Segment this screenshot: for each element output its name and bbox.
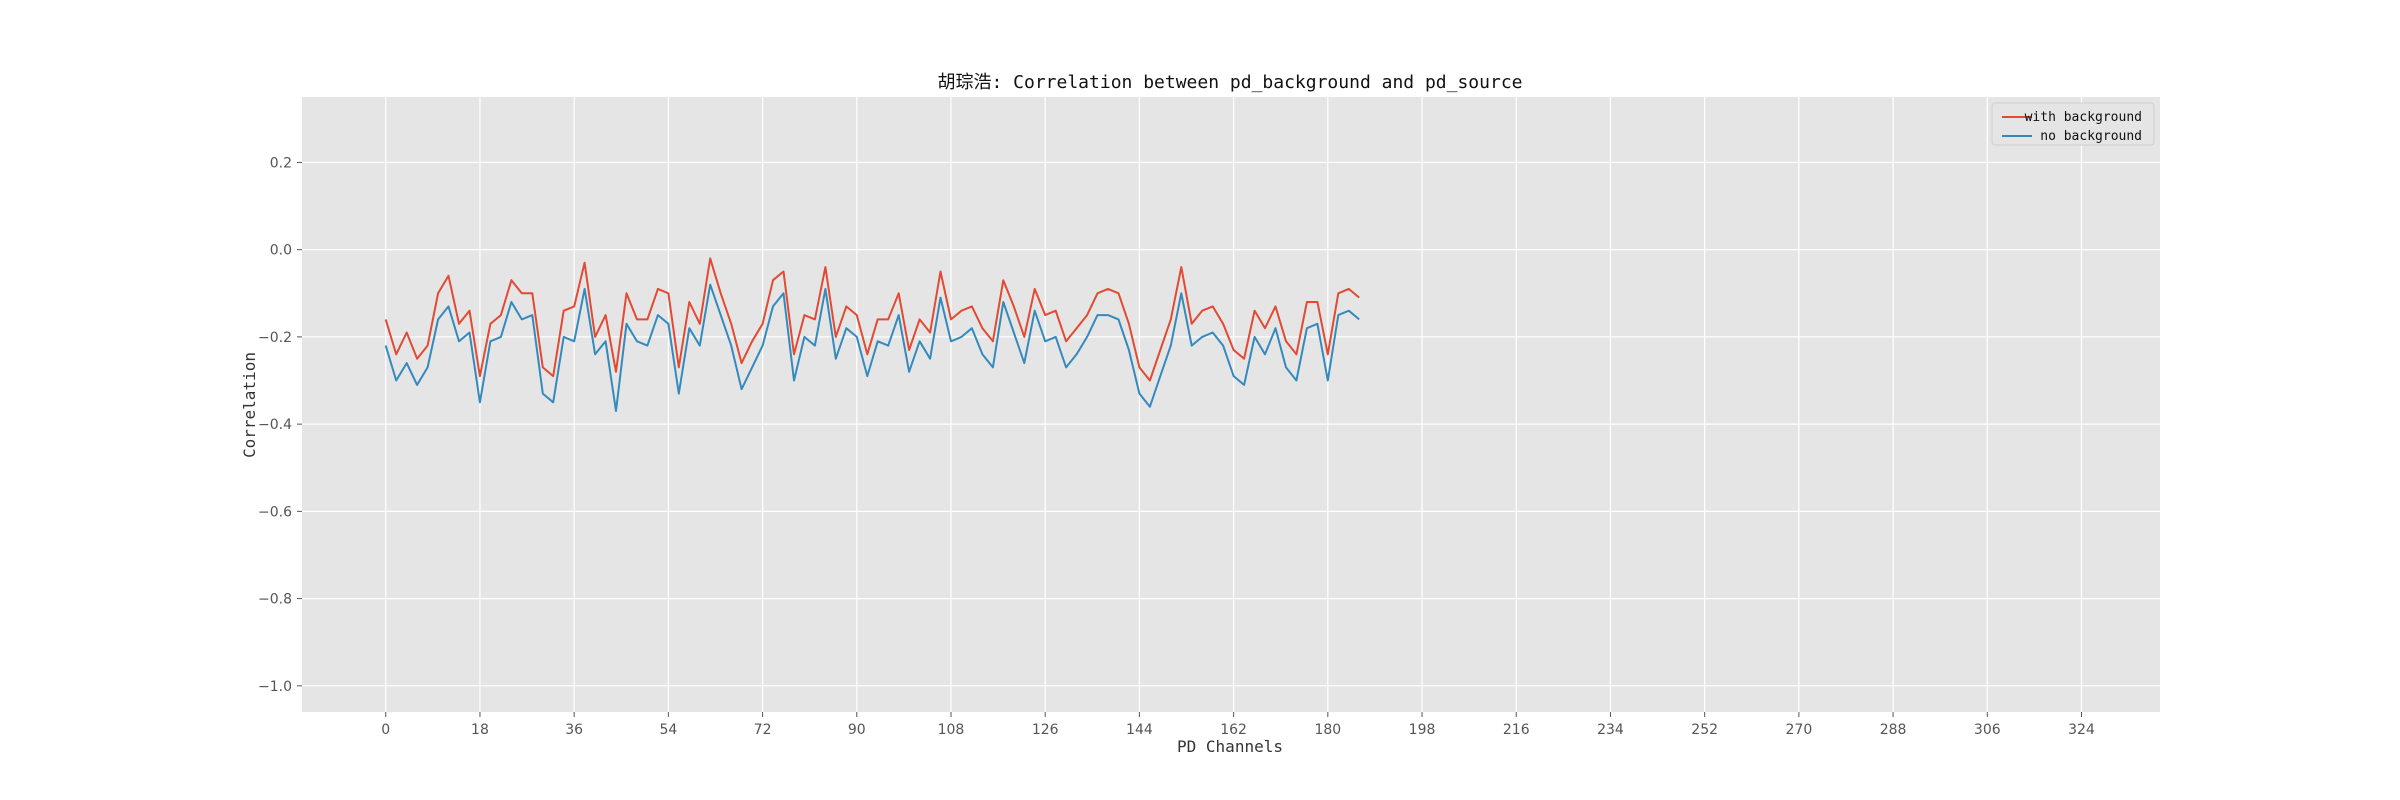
x-tick-label: 252 bbox=[1691, 722, 1718, 738]
x-tick-label: 54 bbox=[659, 722, 677, 738]
y-axis-label: Correlation bbox=[240, 352, 259, 458]
x-tick-label: 126 bbox=[1032, 722, 1059, 738]
x-tick-label: 18 bbox=[471, 722, 489, 738]
legend-box bbox=[1991, 102, 2155, 146]
x-tick-label: 306 bbox=[1974, 722, 2001, 738]
x-axis-label: PD Channels bbox=[1177, 737, 1283, 756]
x-tick-label: 144 bbox=[1126, 722, 1153, 738]
x-tick-label: 288 bbox=[1880, 722, 1907, 738]
x-tick-label: 90 bbox=[848, 722, 866, 738]
y-tick-label: 0.0 bbox=[270, 243, 292, 259]
y-tick-label: −0.8 bbox=[258, 592, 292, 608]
x-tick-label: 72 bbox=[754, 722, 772, 738]
x-tick-label: 324 bbox=[2068, 722, 2095, 738]
y-tick-label: −1.0 bbox=[258, 679, 292, 695]
y-tick-label: −0.2 bbox=[258, 330, 292, 346]
chart-title: 胡琮浩: Correlation between pd_background a… bbox=[937, 72, 1522, 93]
x-tick-label: 162 bbox=[1220, 722, 1247, 738]
series-line-no-background bbox=[384, 283, 1360, 412]
x-tick-label: 180 bbox=[1314, 722, 1341, 738]
x-tick-label: 234 bbox=[1597, 722, 1624, 738]
x-tick-label: 108 bbox=[938, 722, 965, 738]
plot-area bbox=[302, 97, 2160, 712]
legend-label: with background bbox=[2025, 110, 2142, 125]
y-tick-label: −0.4 bbox=[258, 417, 292, 433]
series-line-with-background bbox=[384, 257, 1360, 382]
legend-label: no background bbox=[2040, 129, 2142, 144]
x-tick-label: 198 bbox=[1409, 722, 1436, 738]
x-tick-label: 0 bbox=[381, 722, 390, 738]
x-tick-label: 270 bbox=[1786, 722, 1813, 738]
x-tick-label: 216 bbox=[1503, 722, 1530, 738]
x-tick-label: 36 bbox=[565, 722, 583, 738]
y-tick-label: 0.2 bbox=[270, 155, 292, 171]
y-tick-label: −0.6 bbox=[258, 504, 292, 520]
